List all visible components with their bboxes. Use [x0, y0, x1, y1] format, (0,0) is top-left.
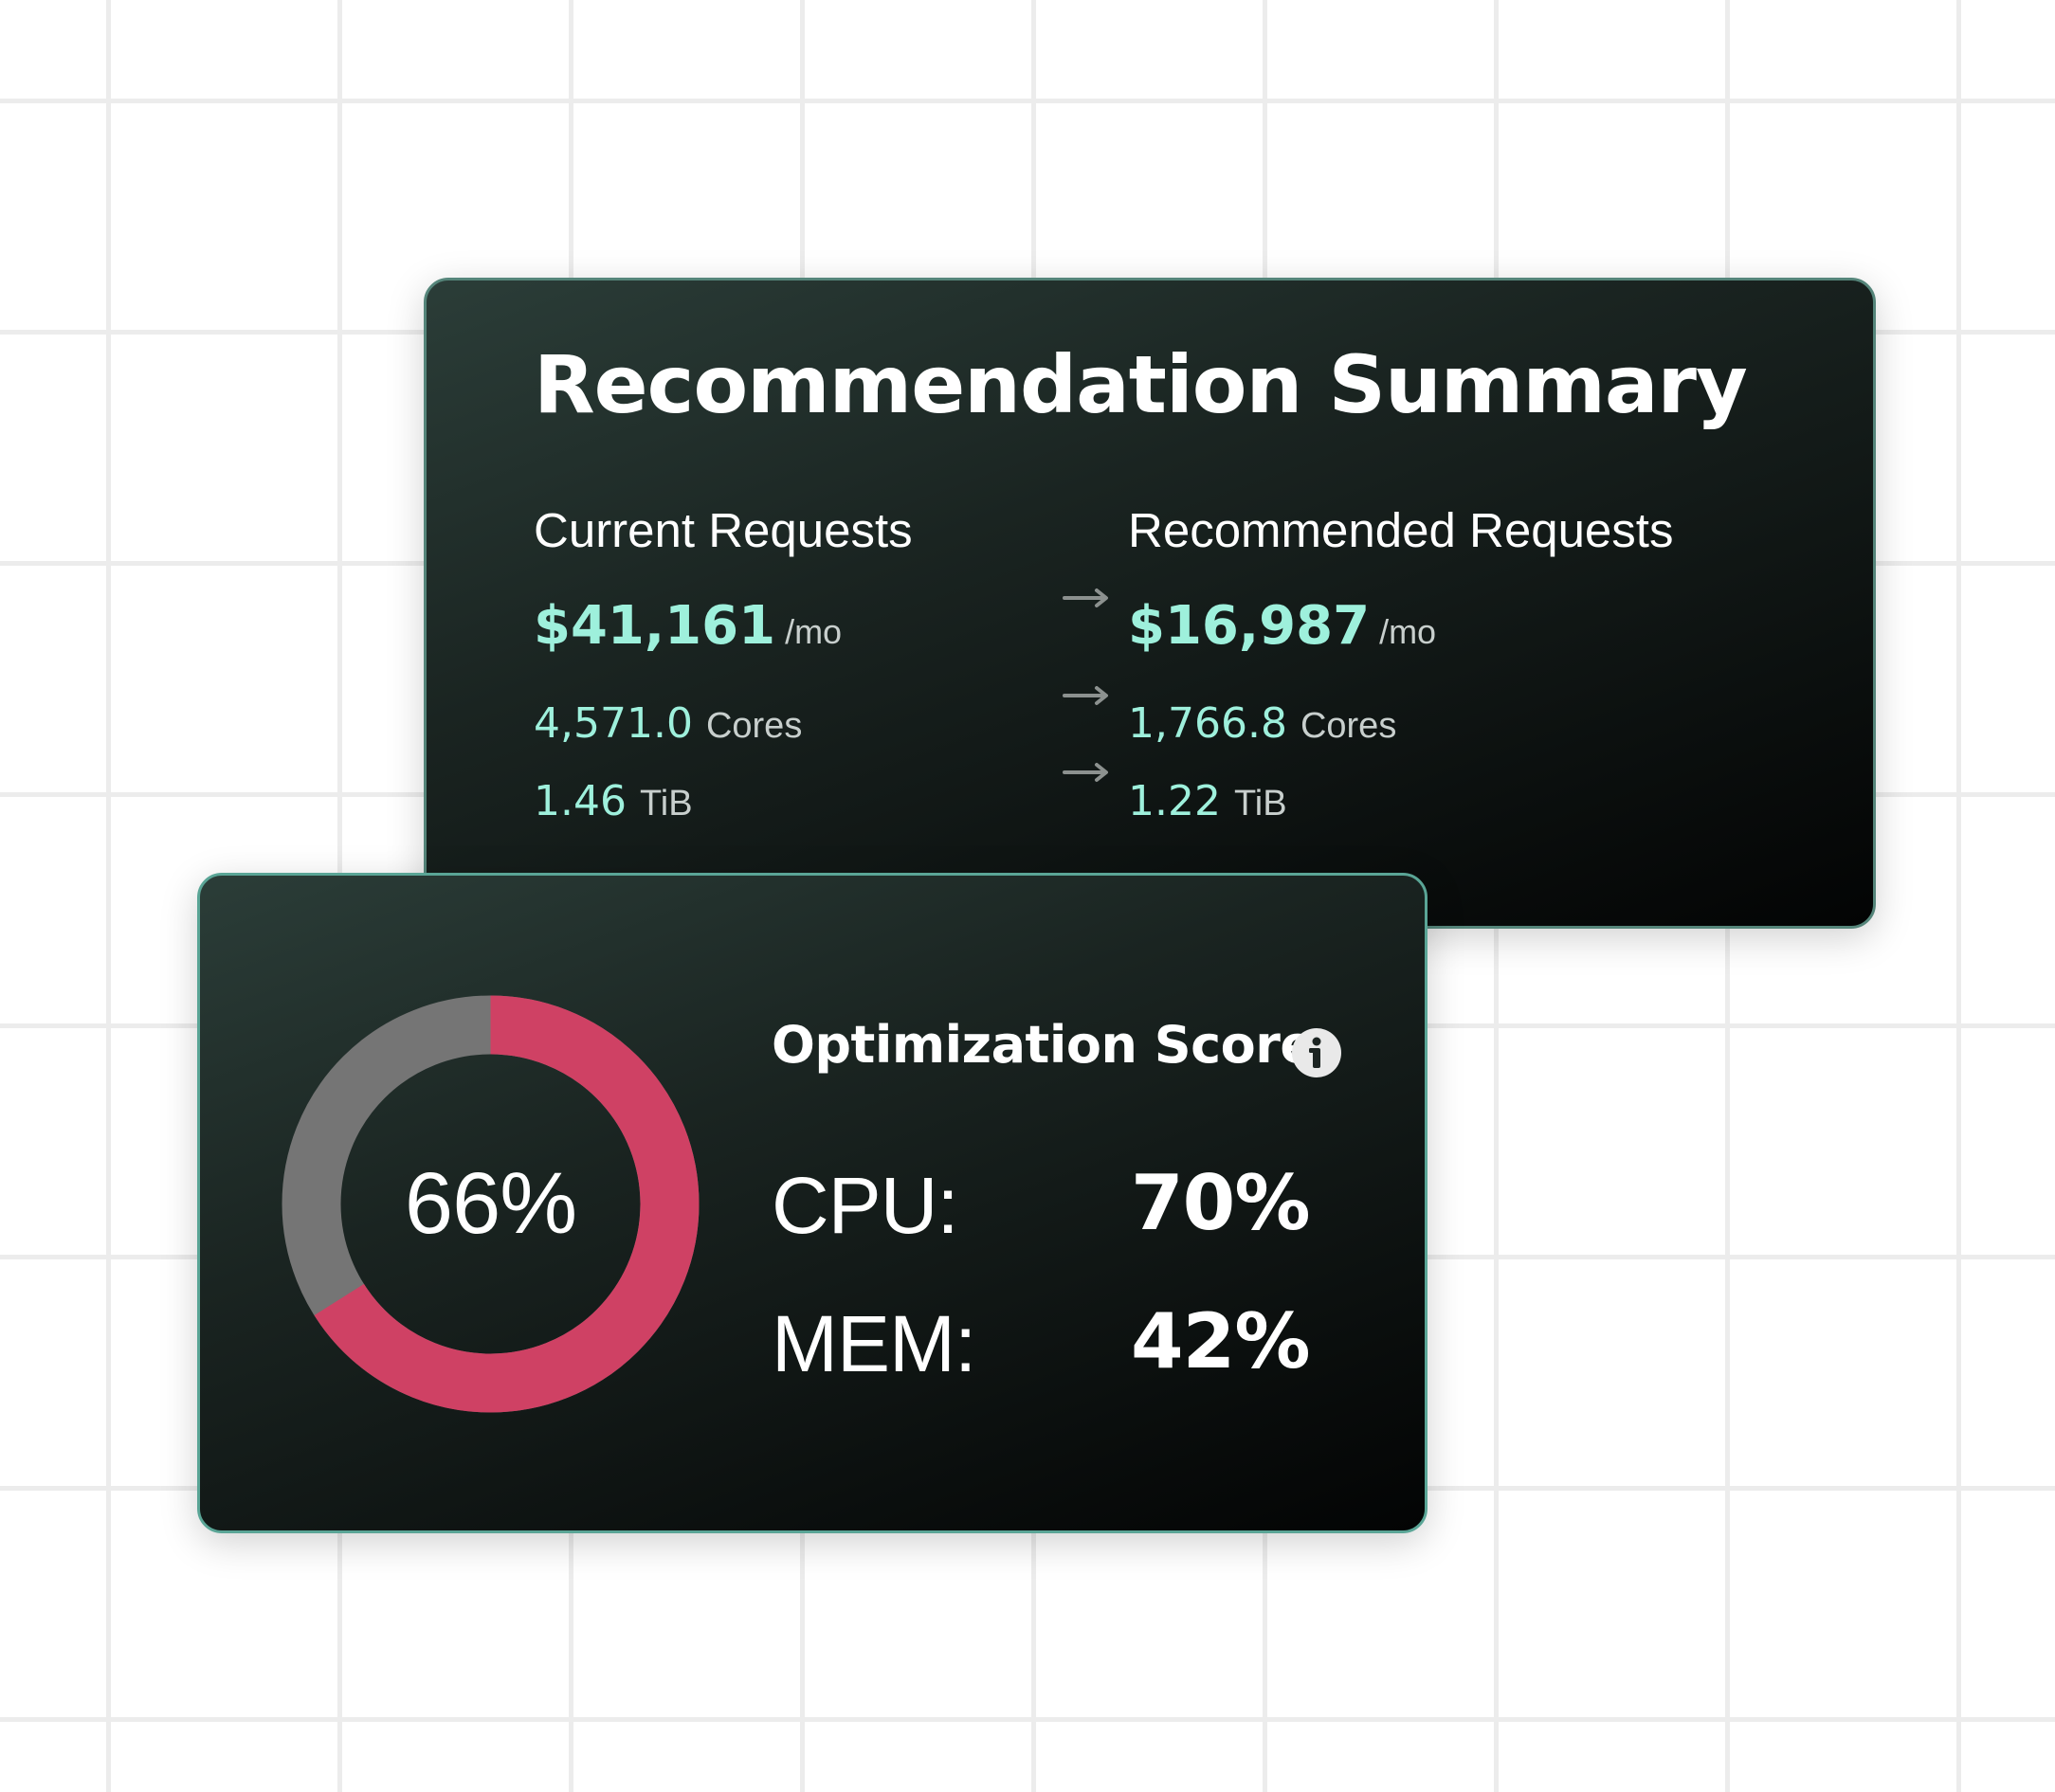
- recommended-cores-unit: Cores: [1300, 706, 1397, 746]
- current-memory-value: 1.46: [534, 777, 627, 825]
- arrow-right-icon: [1063, 686, 1108, 705]
- current-memory-unit: TiB: [639, 784, 693, 824]
- current-cost-value: $41,161: [534, 595, 776, 657]
- recommended-memory: 1.22 TiB: [1128, 781, 1287, 823]
- recommended-memory-unit: TiB: [1233, 784, 1287, 824]
- recommended-memory-value: 1.22: [1128, 777, 1221, 825]
- optimization-donut-chart: [282, 995, 700, 1413]
- arrow-right-icon: [1063, 588, 1108, 607]
- current-cost: $41,161/mo: [534, 600, 842, 653]
- optimization-score-title: Optimization Score: [772, 1015, 1315, 1075]
- recommended-requests-heading: Recommended Requests: [1128, 503, 1674, 557]
- current-cost-unit: /mo: [785, 612, 843, 651]
- recommended-cost-unit: /mo: [1379, 612, 1437, 651]
- recommended-cost: $16,987/mo: [1128, 600, 1436, 653]
- current-cores: 4,571.0 Cores: [534, 703, 802, 745]
- cpu-score-value: 70%: [1131, 1159, 1310, 1247]
- info-icon[interactable]: [1291, 1027, 1342, 1078]
- current-cores-unit: Cores: [705, 706, 803, 746]
- arrow-right-icon: [1063, 763, 1108, 782]
- recommendation-summary-card: Recommendation Summary Current Requests …: [424, 278, 1876, 929]
- recommended-cost-value: $16,987: [1128, 595, 1371, 657]
- mem-label: MEM:: [772, 1299, 976, 1388]
- current-requests-heading: Current Requests: [534, 503, 913, 557]
- donut-progress: [282, 995, 700, 1413]
- recommended-cores-value: 1,766.8: [1128, 699, 1287, 748]
- overall-score-value: 66%: [404, 1155, 577, 1252]
- mem-score-value: 42%: [1131, 1297, 1310, 1385]
- current-memory: 1.46 TiB: [534, 781, 693, 823]
- optimization-score-card: 66% Optimization Score CPU: 70% MEM: 42%: [197, 873, 1428, 1533]
- cpu-label: CPU:: [772, 1161, 959, 1250]
- current-cores-value: 4,571.0: [534, 699, 693, 748]
- summary-title: Recommendation Summary: [534, 338, 1748, 431]
- recommended-cores: 1,766.8 Cores: [1128, 703, 1396, 745]
